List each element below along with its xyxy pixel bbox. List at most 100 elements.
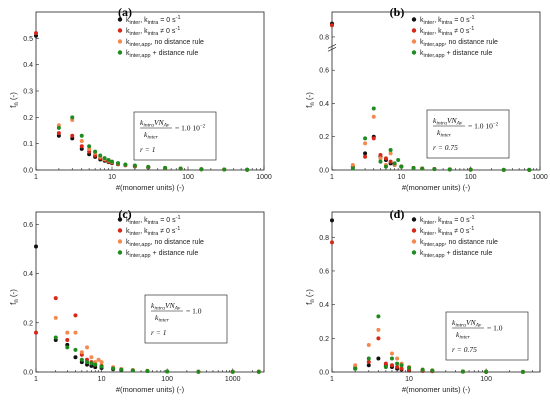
data-point (146, 164, 151, 169)
data-point (383, 156, 388, 161)
data-point (366, 359, 371, 364)
x-tick-label: 10 (397, 174, 405, 181)
annotation-r: r = 0.75 (452, 345, 477, 354)
series-4 (353, 314, 525, 374)
annotation-value: = 1.0 10−2 (468, 122, 499, 131)
data-point (119, 367, 124, 372)
data-point (399, 366, 404, 371)
data-point (383, 364, 388, 369)
legend-marker (411, 50, 417, 55)
data-point (73, 330, 78, 335)
data-point (388, 148, 393, 153)
data-point (79, 133, 84, 138)
data-point (163, 165, 168, 170)
data-point (392, 161, 397, 166)
x-tick-label: 1000 (225, 376, 241, 383)
data-point (116, 161, 121, 166)
data-point (399, 164, 404, 169)
x-tick-label: 10 (98, 376, 106, 383)
legend-entry: kinter,app + distance rule (420, 50, 492, 59)
data-point (366, 363, 371, 368)
plot-frame (331, 211, 541, 373)
data-point (89, 355, 94, 360)
data-point (520, 369, 525, 374)
data-point (53, 335, 58, 340)
annotation-value: = 1.0 10−2 (175, 124, 206, 133)
legend-marker (411, 239, 417, 244)
data-point (353, 366, 358, 371)
y-axis-label: fn (-) (305, 289, 316, 305)
axis-break-mark (327, 46, 337, 52)
data-point (87, 144, 92, 149)
y-tick-label: 0.8 (319, 34, 329, 41)
annotation-denominator: kinter (437, 128, 452, 139)
annotation-frame (133, 111, 217, 161)
legend-entry: kinter, kintra = 0 s-1 (420, 15, 475, 26)
y-tick-label: 0.0 (319, 168, 329, 175)
data-point (363, 141, 368, 146)
annotation-r: r = 1 (151, 328, 166, 337)
annotation-frame (144, 294, 228, 344)
x-tick-label: 1000 (532, 174, 548, 181)
y-tick-label: 0.2 (23, 320, 33, 327)
data-point (460, 369, 465, 374)
legend-entry: kinter,app + distance rule (126, 250, 198, 259)
data-point (395, 356, 400, 361)
x-tick-label: 100 (465, 174, 477, 181)
data-point (376, 327, 381, 332)
panel-letter: (c) (118, 207, 131, 221)
data-point (73, 347, 78, 352)
data-point (420, 166, 425, 171)
x-tick-label: 10 (108, 174, 116, 181)
data-point (102, 156, 107, 161)
legend-entry: kinter,app + distance rule (126, 50, 198, 59)
data-point (383, 164, 388, 169)
data-point (98, 153, 103, 158)
data-point (411, 166, 416, 171)
legend-marker (117, 17, 123, 22)
legend-marker (411, 217, 417, 222)
x-tick-label: 1000 (256, 174, 272, 181)
data-point (388, 151, 393, 156)
legend-marker (411, 250, 417, 255)
x-axis-label: #(monomer units) (-) (402, 183, 471, 192)
data-point (79, 357, 84, 362)
data-point (93, 149, 98, 154)
data-point (65, 338, 70, 342)
data-point (388, 159, 393, 164)
x-axis-label: #(monomer units) (-) (402, 385, 471, 394)
data-point (389, 356, 394, 361)
y-tick-label: 0.2 (319, 336, 329, 343)
data-point (430, 368, 435, 373)
x-tick-label: 1 (330, 174, 334, 181)
legend-entry: kinter,app + distance rule (420, 250, 492, 259)
y-axis-label: fn (-) (305, 92, 316, 108)
data-point (130, 368, 135, 373)
x-axis-label: #(monomer units) (-) (116, 183, 185, 192)
data-point (79, 139, 84, 144)
y-tick-label: 0.4 (23, 271, 33, 278)
legend-entry: kinter,app, no distance rule (126, 39, 204, 48)
data-point (111, 366, 116, 371)
data-point (199, 167, 204, 172)
x-tick-label: 1 (330, 376, 334, 383)
data-point (34, 244, 38, 249)
y-tick-label: 0.5 (23, 36, 33, 43)
y-tick-label: 0.1 (23, 141, 33, 148)
data-point (123, 162, 128, 167)
data-point (383, 361, 388, 366)
x-tick-label: 100 (480, 376, 492, 383)
x-axis-label: #(monomer units) (-) (116, 385, 185, 394)
data-point (196, 369, 201, 374)
annotation-denominator: kinter (155, 313, 170, 324)
data-point (376, 336, 381, 341)
x-tick-label: 10 (405, 376, 413, 383)
annotation-denominator: kinter (144, 130, 159, 141)
series-4 (56, 115, 250, 172)
y-axis-label: fn (-) (9, 92, 20, 108)
annotation-frame (426, 109, 510, 159)
